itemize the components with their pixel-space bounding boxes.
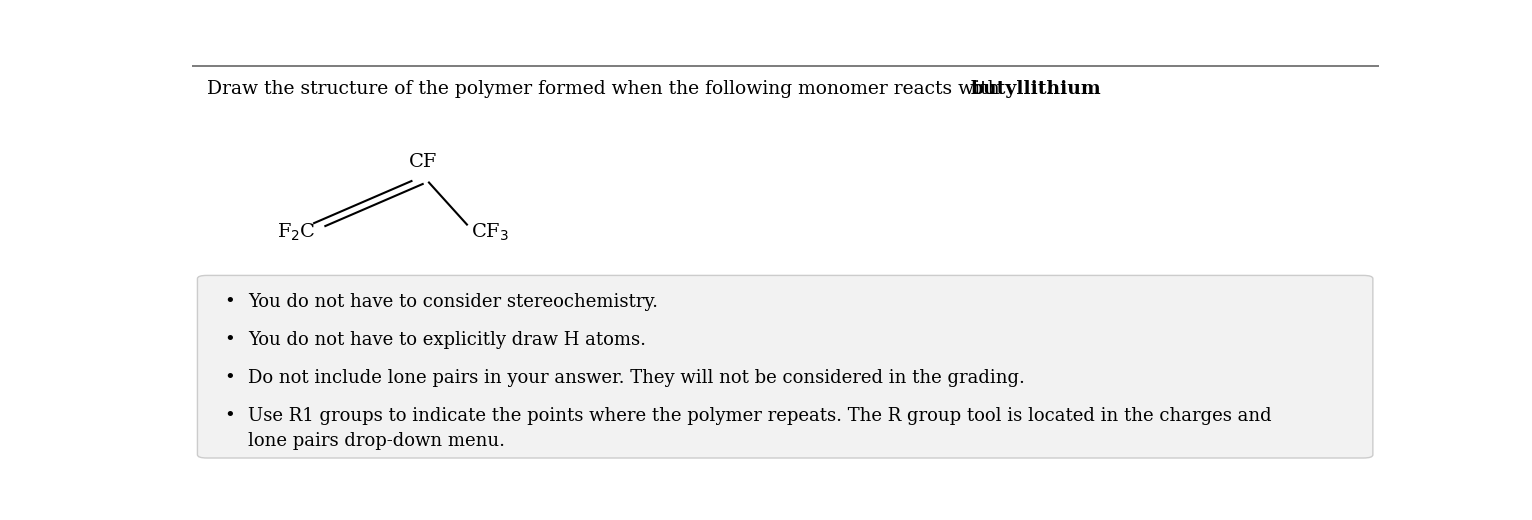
Text: You do not have to explicitly draw H atoms.: You do not have to explicitly draw H ato… (248, 331, 647, 349)
Text: •: • (224, 407, 234, 425)
Text: You do not have to consider stereochemistry.: You do not have to consider stereochemis… (248, 293, 659, 310)
Text: CF$_3$: CF$_3$ (470, 222, 509, 243)
Text: Use R1 groups to indicate the points where the polymer repeats. The R group tool: Use R1 groups to indicate the points whe… (248, 407, 1272, 450)
Text: F$_2$C: F$_2$C (277, 222, 316, 243)
Text: •: • (224, 369, 234, 387)
Text: butyllithium: butyllithium (971, 81, 1102, 98)
Text: .: . (1045, 81, 1051, 98)
Text: Do not include lone pairs in your answer. They will not be considered in the gra: Do not include lone pairs in your answer… (248, 369, 1025, 387)
Text: •: • (224, 331, 234, 349)
Text: •: • (224, 293, 234, 310)
Text: CF: CF (409, 152, 437, 171)
Text: Draw the structure of the polymer formed when the following monomer reacts with: Draw the structure of the polymer formed… (207, 81, 1005, 98)
FancyBboxPatch shape (198, 276, 1373, 458)
